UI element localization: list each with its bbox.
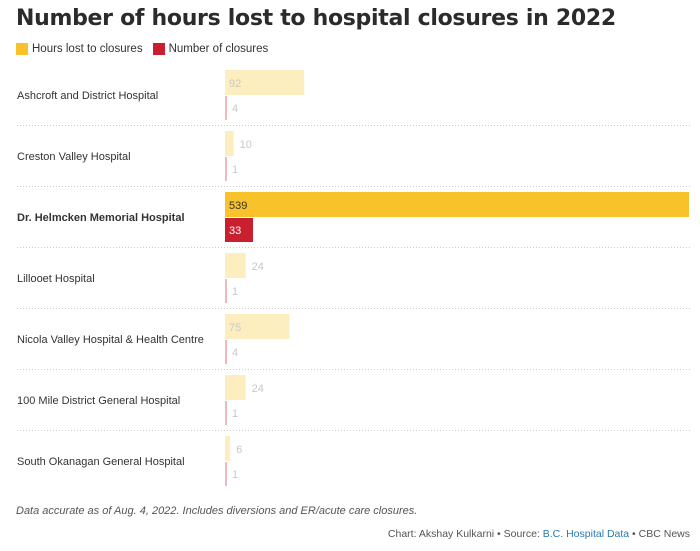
closures-value-label: 1: [232, 286, 238, 298]
legend-label-hours: Hours lost to closures: [32, 43, 143, 55]
hours-value-label: 75: [229, 322, 241, 334]
closures-bar: [225, 401, 227, 425]
closures-value-label: 1: [232, 469, 238, 481]
closures-bar: [225, 279, 227, 303]
hours-bar: [225, 131, 234, 156]
credit-line: Chart: Akshay Kulkarni • Source: B.C. Ho…: [388, 528, 690, 540]
hours-value-label: 92: [229, 78, 241, 90]
category-label: South Okanagan General Hospital: [17, 456, 185, 468]
category-label: Creston Valley Hospital: [17, 151, 131, 163]
hours-value-label: 24: [252, 261, 264, 273]
category-label: 100 Mile District General Hospital: [17, 395, 180, 407]
category-label: Dr. Helmcken Memorial Hospital: [17, 212, 185, 224]
closures-value-label: 4: [232, 103, 238, 115]
closures-value-label: 4: [232, 347, 238, 359]
hours-bar: [225, 314, 290, 339]
closures-bar: [225, 462, 227, 486]
legend: Hours lost to closures Number of closure…: [16, 43, 278, 55]
legend-swatch-closures: [152, 43, 165, 55]
credit-suffix: • CBC News: [629, 528, 690, 540]
hours-bar: [225, 375, 246, 400]
hours-value-label: 539: [229, 200, 247, 212]
closures-value-label: 33: [229, 225, 241, 237]
category-label: Nicola Valley Hospital & Health Centre: [17, 334, 204, 346]
source-link[interactable]: B.C. Hospital Data: [542, 528, 630, 540]
hours-value-label: 6: [236, 444, 242, 456]
bar-chart: Ashcroft and District Hospital 92 4 Creston…: [17, 70, 690, 486]
hours-bar: [225, 253, 246, 278]
chart-title: Number of hours lost to hospital closure…: [16, 6, 616, 31]
closures-value-label: 1: [232, 164, 238, 176]
closures-bar: [225, 96, 227, 120]
category-label: Lillooet Hospital: [17, 273, 95, 285]
credit-prefix: Chart: Akshay Kulkarni • Source:: [387, 528, 543, 540]
legend-item-hours: Hours lost to closures: [16, 43, 143, 55]
closures-bar: [225, 340, 227, 364]
hours-value-label: 10: [240, 139, 252, 151]
hours-bar: [225, 70, 305, 95]
hours-value-label: 24: [252, 383, 264, 395]
legend-swatch-hours: [16, 43, 28, 55]
data-note: Data accurate as of Aug. 4, 2022. Includ…: [16, 505, 418, 517]
category-label: Ashcroft and District Hospital: [17, 90, 158, 102]
hours-bar: [225, 192, 689, 217]
closures-value-label: 1: [232, 408, 238, 420]
legend-item-closures: Number of closures: [152, 43, 269, 55]
closures-bar: [225, 157, 227, 181]
legend-label-closures: Number of closures: [168, 43, 269, 55]
closures-bar: [225, 218, 253, 242]
hours-bar: [225, 436, 231, 461]
